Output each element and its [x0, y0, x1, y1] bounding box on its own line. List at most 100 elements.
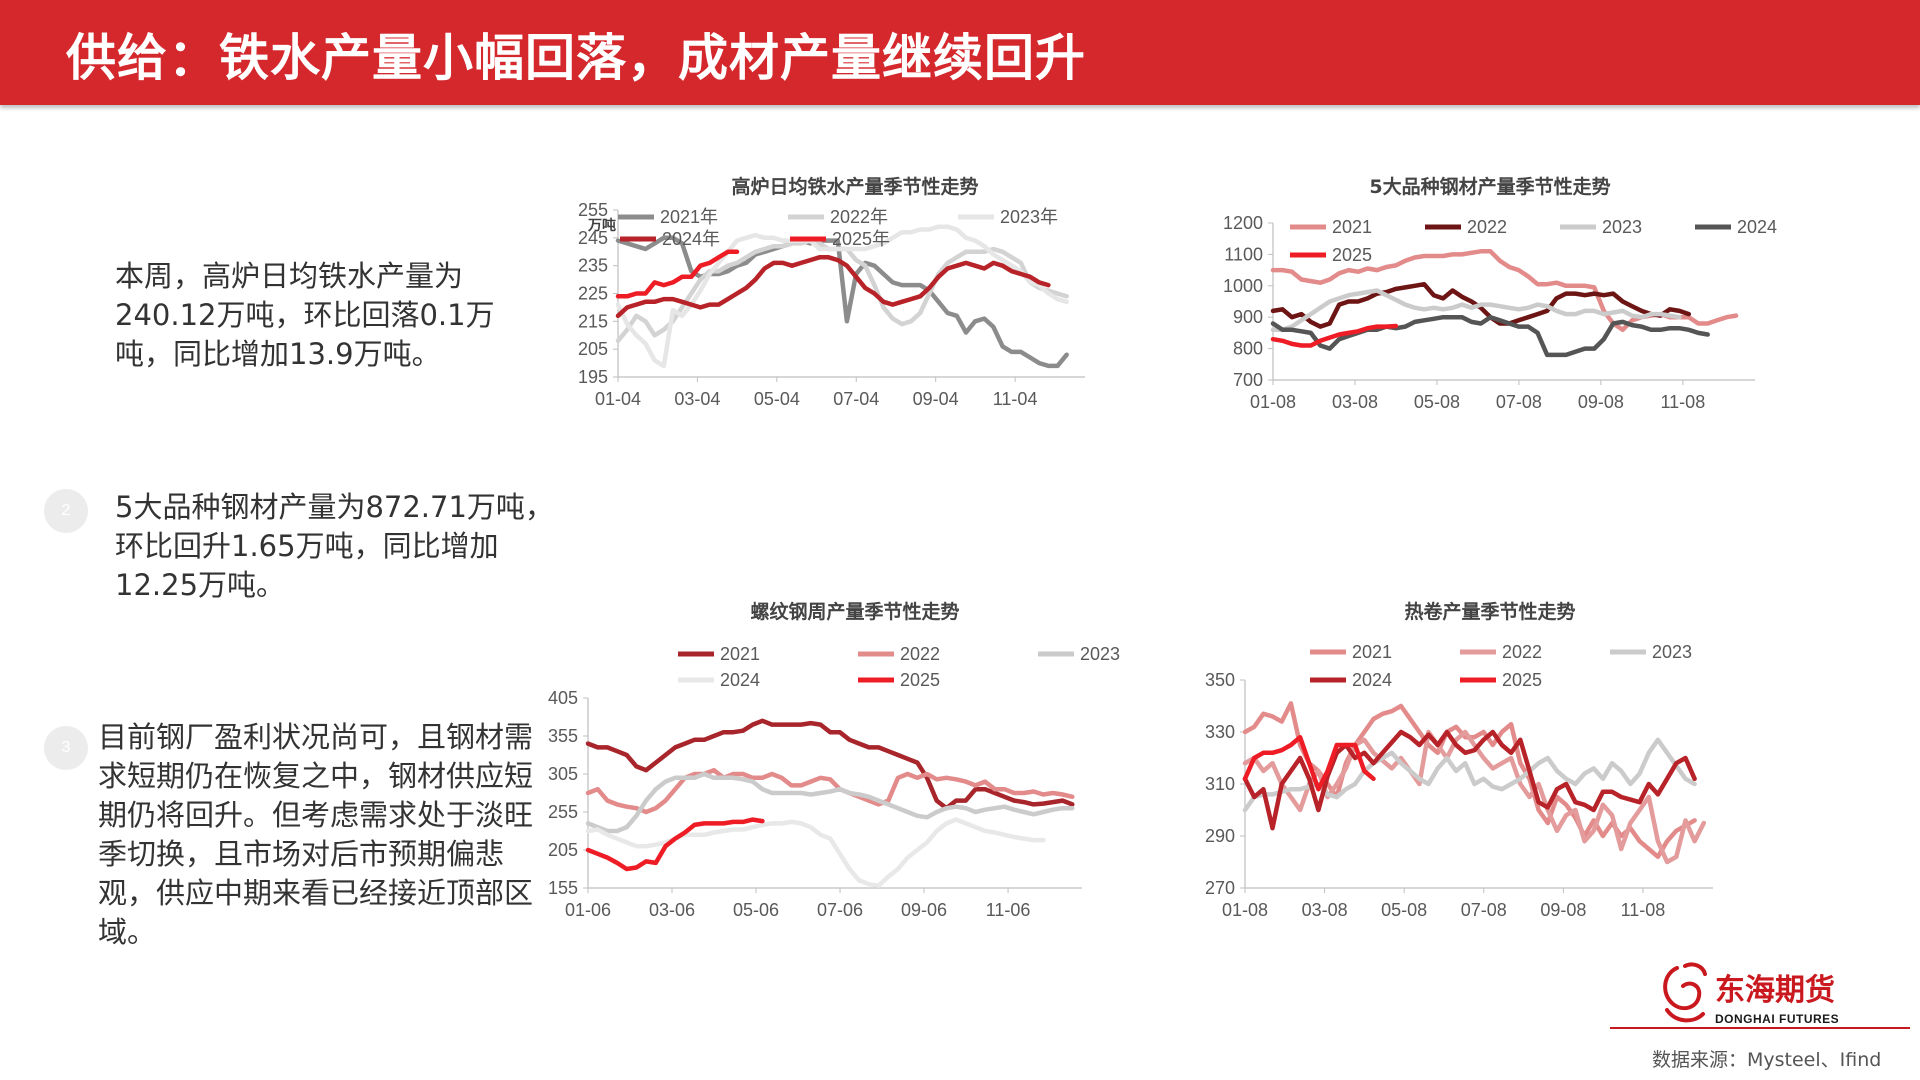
y-tick-label: 700	[1233, 370, 1263, 390]
legend-label: 2022	[1502, 642, 1542, 662]
x-tick-label: 03-08	[1332, 392, 1378, 412]
y-tick-label: 205	[578, 339, 608, 359]
x-tick-label: 11-08	[1661, 392, 1706, 412]
series-line-2023	[1270, 288, 1682, 333]
x-tick-label: 05-04	[754, 389, 800, 409]
logo-divider	[1610, 1027, 1910, 1029]
y-tick-label: 155	[548, 878, 578, 898]
y-tick-label: 255	[578, 200, 608, 220]
legend-label: 2021	[720, 644, 760, 664]
paragraph-3-line: 季切换，且市场对后市预期偏悲	[98, 837, 505, 871]
legend-label: 2024	[1737, 217, 1777, 237]
y-tick-label: 270	[1205, 878, 1235, 898]
series-line-2023年	[615, 224, 1069, 369]
legend-label: 2023	[1652, 642, 1692, 662]
series-line-2024	[1270, 314, 1710, 358]
legend-label: 2023	[1602, 217, 1642, 237]
x-tick-label: 07-08	[1461, 900, 1507, 920]
legend-label: 2022年	[830, 207, 888, 227]
paragraph-3-line: 期仍将回升。但考虑需求处于淡旺	[98, 798, 534, 832]
chart-title: 热卷产量季节性走势	[1404, 600, 1575, 623]
chart-hot-coil-output: 热卷产量季节性走势 270 290 310 330 350 01-08 03-08 05-08 0…	[1205, 600, 1713, 920]
bullet-number-2: 2	[44, 489, 88, 533]
y-tick-label: 225	[578, 284, 608, 304]
series-line-2024	[585, 817, 1046, 888]
paragraph-1: 本周，高炉日均铁水产量为 240.12万吨，环比回落0.1万 吨，同比增加13.…	[115, 257, 495, 374]
legend-label: 2024	[1352, 670, 1392, 690]
y-tick-label: 245	[578, 228, 608, 248]
y-tick-label: 330	[1205, 722, 1235, 742]
paragraph-2-line: 5大品种钢材产量为872.71万吨，	[115, 490, 554, 524]
x-tick-label: 11-06	[986, 900, 1031, 920]
chart-title: 高炉日均铁水产量季节性走势	[731, 175, 978, 198]
logo-name-cn: 东海期货	[1715, 973, 1835, 1008]
legend-label: 2024	[720, 670, 760, 690]
y-tick-label: 1200	[1223, 213, 1263, 233]
chart-five-steel-output: 5大品种钢材产量季节性走势 700 800 900 1000 1100 1200 01-08 0…	[1223, 175, 1777, 412]
chart-rebar-output: 螺纹钢周产量季节性走势 155 205 255 305 355 405 01-06 03-06 0…	[548, 600, 1120, 920]
legend-label: 2021年	[660, 207, 718, 227]
header-bar: 供给：铁水产量小幅回落，成材产量继续回升	[0, 0, 1920, 105]
bullet-number-3: 3	[44, 726, 88, 770]
x-tick-label: 01-08	[1250, 392, 1296, 412]
y-tick-label: 235	[578, 256, 608, 276]
x-tick-label: 07-08	[1496, 392, 1542, 412]
series-line-2021	[585, 718, 1075, 811]
y-tick-label: 305	[548, 764, 578, 784]
y-tick-label: 405	[548, 688, 578, 708]
company-logo: 东海期货 DONGHAI FUTURES	[1655, 960, 1875, 1030]
data-source: 数据来源：Mysteel、Ifind	[1652, 1049, 1882, 1071]
y-tick-label: 1100	[1224, 244, 1263, 264]
x-tick-label: 09-08	[1540, 900, 1586, 920]
legend-label: 2023年	[1000, 207, 1058, 227]
x-tick-label: 01-06	[565, 900, 611, 920]
x-tick-label: 05-06	[733, 900, 779, 920]
legend-label: 2025	[1502, 670, 1542, 690]
x-tick-label: 03-04	[674, 389, 720, 409]
paragraph-2-line: 环比回升1.65万吨，同比增加	[115, 529, 499, 563]
legend-label: 2022	[1467, 217, 1507, 237]
y-tick-label: 255	[548, 802, 578, 822]
y-tick-label: 350	[1205, 670, 1235, 690]
series-line-2023	[585, 771, 1075, 834]
y-unit-label: 万吨	[587, 217, 616, 234]
x-tick-label: 09-04	[913, 389, 959, 409]
x-tick-label: 11-04	[993, 389, 1038, 409]
x-tick-label: 05-08	[1414, 392, 1460, 412]
legend-label: 2025年	[832, 229, 890, 249]
y-tick-label: 205	[548, 840, 578, 860]
paragraph-2: 5大品种钢材产量为872.71万吨， 环比回升1.65万吨，同比增加 12.25…	[115, 488, 554, 605]
x-tick-label: 03-08	[1302, 900, 1348, 920]
y-tick-label: 355	[548, 726, 578, 746]
x-tick-label: 01-04	[595, 389, 641, 409]
y-tick-label: 900	[1233, 307, 1263, 327]
page-title: 供给：铁水产量小幅回落，成材产量继续回升	[66, 29, 1086, 87]
y-tick-label: 290	[1205, 826, 1235, 846]
paragraph-3-line: 域。	[98, 915, 157, 949]
series-line-2024	[1242, 729, 1697, 831]
series-line-2024年	[615, 255, 1051, 319]
x-tick-label: 09-06	[901, 900, 947, 920]
x-tick-label: 07-06	[817, 900, 863, 920]
chart-title: 螺纹钢周产量季节性走势	[750, 600, 959, 623]
y-tick-label: 800	[1233, 339, 1263, 359]
paragraph-3-line: 观，供应中期来看已经接近顶部区	[98, 876, 534, 910]
x-tick-label: 03-06	[649, 900, 695, 920]
paragraph-2-line: 12.25万吨。	[115, 568, 286, 602]
y-tick-label: 310	[1205, 774, 1235, 794]
x-tick-label: 01-08	[1222, 900, 1268, 920]
series-line-2022	[1270, 281, 1692, 329]
x-tick-label: 11-08	[1621, 900, 1666, 920]
series-line-2025	[585, 817, 765, 872]
chart-title: 5大品种钢材产量季节性走势	[1369, 175, 1610, 198]
logo-name-en: DONGHAI FUTURES	[1715, 1012, 1839, 1026]
legend-label: 2025	[1332, 245, 1372, 265]
y-tick-label: 1000	[1223, 276, 1263, 296]
series-line-2022	[585, 767, 1075, 815]
x-tick-label: 09-08	[1578, 392, 1624, 412]
dragon-logo-icon: 东海期货 DONGHAI FUTURES	[1663, 962, 1839, 1026]
paragraph-3-line: 目前钢厂盈利状况尚可，且钢材需	[98, 720, 534, 754]
legend-label: 2021	[1332, 217, 1372, 237]
legend-label: 2021	[1352, 642, 1392, 662]
